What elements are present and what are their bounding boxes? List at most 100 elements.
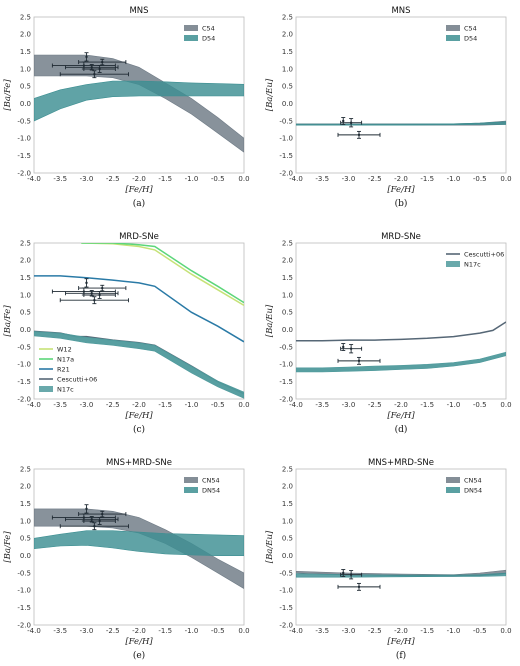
x-tick-label: 0.0: [238, 627, 249, 635]
y-tick-label: 0.0: [20, 100, 31, 108]
legend-label: DN54: [202, 487, 220, 495]
legend-label: N17c: [464, 261, 481, 269]
x-tick-label: -4.0: [27, 627, 41, 635]
x-axis-label: [Fe/H]: [125, 637, 153, 647]
panel-c: -4.0 -3.5 -3.0 -2.5 -2.0 -1.5 -1.0 -0.5 0.0 -2.0 -…: [3, 232, 250, 435]
observation-point: [78, 58, 127, 66]
observation-point: [51, 513, 116, 522]
observation-point: [78, 510, 127, 518]
y-tick-label: -2.0: [279, 395, 293, 403]
y-tick-label: -2.0: [17, 395, 31, 403]
data-point: [342, 571, 345, 575]
legend-label: Cescutti+06: [57, 376, 97, 384]
legend-label: Cescutti+06: [464, 251, 504, 259]
x-tick-label: 0.0: [500, 401, 511, 409]
panel-caption: (c): [133, 424, 145, 435]
y-tick-label: 0.5: [282, 83, 293, 91]
x-tick-label: 0.0: [238, 401, 249, 409]
data-layer: [296, 120, 506, 126]
chart-title: MNS: [391, 6, 410, 16]
y-tick-label: 0.5: [20, 83, 31, 91]
y-tick-label: -1.0: [279, 135, 293, 143]
x-tick-label: -3.5: [53, 175, 67, 183]
data-point: [357, 585, 361, 589]
x-tick-label: -0.5: [211, 175, 225, 183]
observation-point: [65, 64, 119, 71]
panel-b: -4.0 -3.5 -3.0 -2.5 -2.0 -1.5 -1.0 -0.5 0.0 -2.0 -…: [265, 6, 512, 209]
observation-point: [340, 344, 363, 354]
x-tick-label: -3.5: [315, 175, 329, 183]
legend-swatch: [446, 35, 460, 41]
data-point: [90, 292, 93, 295]
y-tick-label: 1.0: [20, 517, 31, 525]
observation-point: [340, 570, 363, 580]
x-axis-label: [Fe/H]: [125, 411, 153, 421]
data-layer: [34, 54, 244, 153]
data-point: [93, 525, 96, 528]
observation-point: [83, 517, 116, 525]
y-tick-label: 2.5: [282, 239, 293, 247]
legend-label: C54: [464, 25, 477, 33]
x-tick-label: -1.0: [185, 401, 199, 409]
series-band-dn54: [296, 572, 506, 578]
x-tick-label: -2.5: [106, 175, 120, 183]
y-axis-label: [Ba/Fe]: [3, 305, 13, 337]
y-tick-label: 1.5: [20, 500, 31, 508]
data-point: [98, 519, 101, 523]
data-layer: [296, 321, 506, 373]
legend-swatch: [184, 477, 198, 483]
data-point: [357, 133, 361, 137]
x-tick-label: -1.0: [447, 627, 461, 635]
panel-caption: (d): [395, 424, 408, 435]
x-tick-label: -2.0: [132, 175, 146, 183]
data-point: [82, 64, 86, 67]
x-tick-label: -4.0: [289, 401, 303, 409]
data-point: [342, 345, 345, 349]
y-tick-label: 0.5: [282, 309, 293, 317]
y-tick-label: 0.5: [20, 535, 31, 543]
chart-title: MRD-SNe: [381, 232, 421, 242]
y-tick-label: 2.0: [282, 483, 293, 491]
series-band-d54: [34, 80, 244, 122]
legend-label: D54: [202, 35, 215, 43]
x-tick-label: -3.5: [315, 627, 329, 635]
y-tick-label: -1.0: [279, 361, 293, 369]
x-tick-label: -1.0: [447, 401, 461, 409]
y-tick-label: 0.0: [282, 552, 293, 560]
y-axis-label: [Ba/Fe]: [3, 531, 13, 563]
y-tick-label: 1.5: [282, 48, 293, 56]
x-tick-label: -4.0: [27, 401, 41, 409]
y-tick-label: 2.0: [20, 483, 31, 491]
x-tick-label: -1.5: [158, 175, 172, 183]
observation-point: [65, 516, 119, 523]
series-band-n17c: [34, 331, 244, 399]
y-tick-label: 1.0: [20, 65, 31, 73]
observation-point: [341, 569, 346, 577]
legend: W12 N17a R21 Cescutti+06 N17c: [39, 346, 97, 394]
y-tick-label: -1.5: [279, 378, 293, 386]
x-tick-label: -0.5: [211, 627, 225, 635]
legend-label: C54: [202, 25, 215, 33]
observation-point: [341, 117, 346, 125]
panel-a: -4.0 -3.5 -3.0 -2.5 -2.0 -1.5 -1.0 -0.5 0.0 -2.0 -…: [3, 6, 250, 209]
data-point: [90, 518, 93, 521]
x-tick-label: -2.0: [394, 175, 408, 183]
y-tick-label: 2.0: [282, 31, 293, 39]
legend-label: W12: [57, 346, 72, 354]
data-point: [98, 67, 101, 71]
y-tick-label: 0.0: [282, 326, 293, 334]
y-tick-label: 0.5: [282, 535, 293, 543]
legend-swatch: [446, 261, 460, 267]
x-tick-label: -2.0: [132, 627, 146, 635]
data-point: [93, 73, 96, 76]
x-tick-label: 0.0: [500, 175, 511, 183]
y-tick-label: -1.5: [17, 378, 31, 386]
y-tick-label: 2.5: [20, 465, 31, 473]
data-point: [93, 299, 96, 302]
x-tick-label: -0.5: [473, 175, 487, 183]
data-point: [85, 55, 88, 59]
y-tick-label: 2.5: [282, 465, 293, 473]
panel-caption: (a): [133, 198, 145, 209]
x-tick-label: -3.5: [53, 627, 67, 635]
